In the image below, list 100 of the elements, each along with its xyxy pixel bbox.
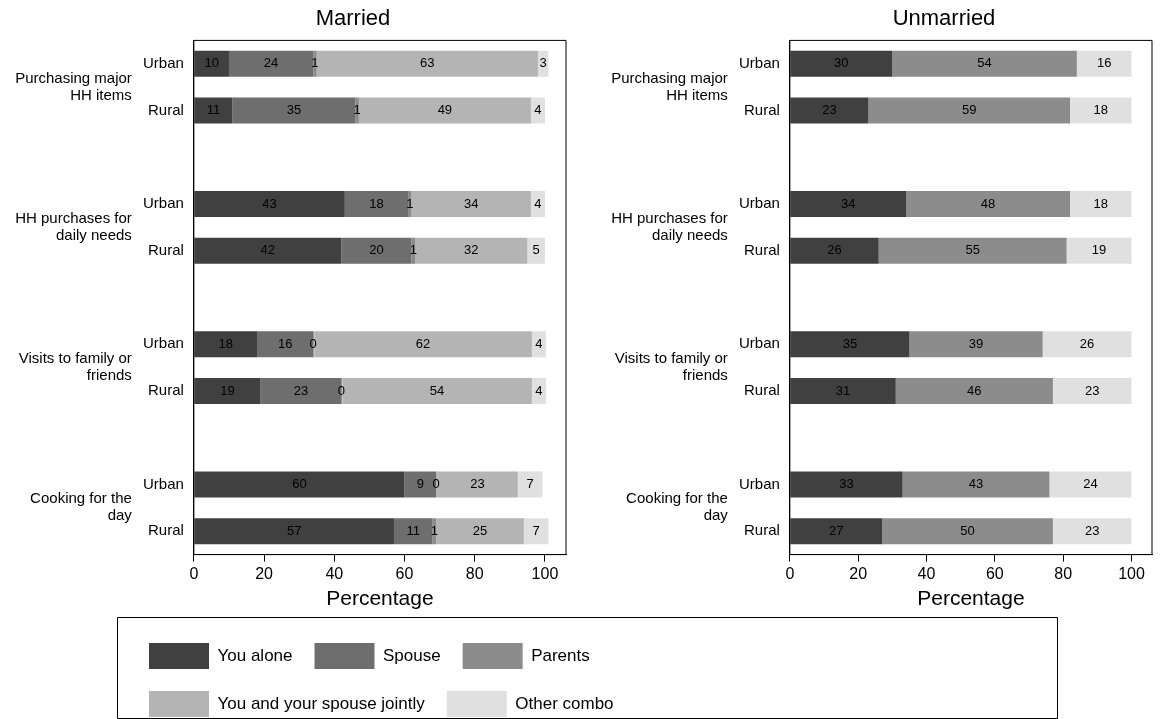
- bar: [531, 331, 546, 358]
- data-label: 55: [965, 242, 980, 258]
- bar: [882, 518, 1053, 545]
- data-label: 46: [967, 382, 982, 398]
- data-label: 31: [835, 382, 851, 398]
- bar: [878, 237, 1067, 264]
- y-tick-label: Urban: [143, 334, 184, 352]
- bar: [228, 50, 314, 77]
- data-label: 18: [369, 195, 384, 211]
- x-tick-label: 40: [325, 564, 344, 582]
- bar: [527, 237, 545, 264]
- x-tick-label: 20: [255, 564, 274, 582]
- y-tick-label: Urban: [143, 194, 184, 212]
- bar: [232, 97, 356, 124]
- data-label: 59: [961, 102, 977, 118]
- data-label: 63: [420, 55, 435, 71]
- data-label: 23: [470, 476, 485, 492]
- data-label: 5: [532, 242, 540, 258]
- data-label: 23: [293, 382, 309, 398]
- bar: [393, 518, 433, 545]
- data-label: 0: [309, 335, 317, 351]
- bar: [517, 471, 543, 498]
- legend-label: Other combo: [515, 693, 614, 713]
- data-label: 19: [1091, 242, 1107, 258]
- text: Purchasing major HH items: [15, 68, 132, 103]
- y-tick-label: Rural: [744, 381, 780, 399]
- bar: [1070, 190, 1132, 218]
- legend-label: Parents: [531, 645, 590, 665]
- data-label: 49: [437, 102, 453, 118]
- data-label: 35: [842, 335, 858, 351]
- data-label: 1: [311, 55, 319, 71]
- x-tick-label: 60: [985, 564, 1004, 582]
- bar: [530, 97, 545, 124]
- legend-label: Spouse: [383, 645, 441, 665]
- data-label: 16: [277, 335, 293, 351]
- bar: [358, 97, 531, 124]
- bar: [790, 518, 883, 545]
- data-label: 54: [977, 55, 992, 71]
- bar: [790, 97, 869, 124]
- data-label: 1: [406, 195, 414, 211]
- bar: [194, 97, 233, 124]
- bar: [523, 518, 549, 545]
- bar: [1052, 377, 1132, 405]
- data-label: 18: [1093, 102, 1108, 118]
- x-tick-label: 100: [531, 564, 559, 582]
- bar: [909, 331, 1043, 358]
- legend-label: You and your spouse jointly: [217, 693, 426, 713]
- data-label: 16: [1096, 55, 1112, 71]
- chart-title: Married: [315, 5, 391, 31]
- bar: [194, 377, 261, 405]
- bar: [1042, 331, 1132, 358]
- bar: [415, 237, 528, 264]
- chart-title: Unmarried: [892, 5, 996, 31]
- bar: [194, 237, 342, 264]
- x-tick-label: 100: [1118, 564, 1145, 582]
- data-label: 42: [260, 242, 276, 258]
- x-tick-label: 0: [189, 564, 199, 582]
- text: Visits to family or friends: [18, 349, 132, 384]
- data-label: 18: [1093, 195, 1108, 211]
- y-tick-label: Rural: [148, 100, 184, 118]
- bar: [194, 50, 229, 77]
- text: Cooking for the day: [30, 489, 133, 524]
- bar: [411, 190, 531, 218]
- data-label: 9: [416, 476, 424, 492]
- data-label: 60: [292, 476, 307, 492]
- x-tick-label: 0: [785, 564, 795, 582]
- data-label: 10: [204, 55, 219, 71]
- data-label: 48: [980, 195, 996, 211]
- bar: [194, 471, 405, 498]
- y-tick-label: Urban: [739, 53, 780, 71]
- data-label: 20: [369, 242, 384, 258]
- data-label: 34: [463, 195, 479, 211]
- bar: [790, 190, 907, 218]
- bar: [895, 377, 1053, 405]
- x-axis-title: Percentage: [326, 586, 434, 610]
- bar: [1070, 97, 1132, 124]
- data-label: 62: [415, 335, 431, 351]
- bar: [194, 190, 345, 218]
- data-label: 7: [532, 522, 540, 538]
- bar: [355, 97, 359, 124]
- bar: [194, 331, 258, 358]
- x-tick-label: 60: [395, 564, 414, 582]
- data-label: 39: [968, 335, 984, 351]
- data-label: 57: [286, 522, 302, 538]
- data-label: 3: [539, 55, 547, 71]
- data-label: 30: [834, 55, 849, 71]
- data-label: 34: [840, 195, 856, 211]
- text: Purchasing major HH items: [611, 68, 728, 103]
- data-label: 54: [429, 382, 445, 398]
- data-label: 35: [286, 102, 302, 118]
- bar: [316, 50, 538, 77]
- y-tick-label: Urban: [739, 334, 780, 352]
- bar: [531, 377, 546, 405]
- data-label: 23: [1084, 522, 1100, 538]
- data-label: 43: [968, 476, 984, 492]
- data-label: 19: [220, 382, 235, 398]
- data-label: 4: [534, 195, 542, 211]
- data-label: 23: [1084, 382, 1100, 398]
- data-label: 23: [822, 102, 837, 118]
- y-tick-label: Rural: [148, 240, 184, 258]
